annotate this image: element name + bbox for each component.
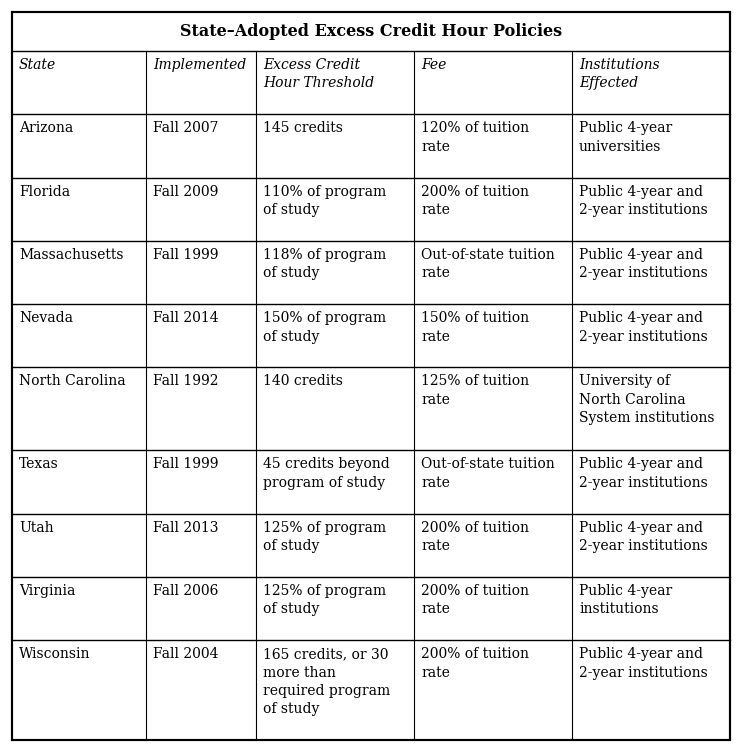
Text: Fall 1999: Fall 1999 — [153, 248, 219, 262]
Text: Institutions
Effected: Institutions Effected — [579, 58, 660, 90]
Text: Florida: Florida — [19, 184, 70, 199]
Text: North Carolina: North Carolina — [19, 374, 125, 389]
Text: Implemented: Implemented — [153, 58, 246, 72]
Text: Public 4-year and
2-year institutions: Public 4-year and 2-year institutions — [579, 520, 708, 553]
Text: Fall 2009: Fall 2009 — [153, 184, 218, 199]
Text: Massachusetts: Massachusetts — [19, 248, 123, 262]
Text: Public 4-year
universities: Public 4-year universities — [579, 121, 672, 153]
Text: Virginia: Virginia — [19, 584, 76, 598]
Text: Excess Credit
Hour Threshold: Excess Credit Hour Threshold — [263, 58, 374, 90]
Text: Public 4-year and
2-year institutions: Public 4-year and 2-year institutions — [579, 457, 708, 490]
Text: 118% of program
of study: 118% of program of study — [263, 248, 387, 280]
Text: Public 4-year and
2-year institutions: Public 4-year and 2-year institutions — [579, 248, 708, 280]
Text: Fall 2013: Fall 2013 — [153, 520, 219, 535]
Text: 145 credits: 145 credits — [263, 121, 343, 135]
Text: Public 4-year and
2-year institutions: Public 4-year and 2-year institutions — [579, 311, 708, 344]
Text: State–Adopted Excess Credit Hour Policies: State–Adopted Excess Credit Hour Policie… — [180, 23, 562, 40]
Text: University of
North Carolina
System institutions: University of North Carolina System inst… — [579, 374, 715, 426]
Text: Out-of-state tuition
rate: Out-of-state tuition rate — [421, 457, 555, 490]
Text: Fall 2004: Fall 2004 — [153, 647, 219, 661]
Text: 125% of program
of study: 125% of program of study — [263, 584, 387, 617]
Text: Public 4-year
institutions: Public 4-year institutions — [579, 584, 672, 617]
Text: Arizona: Arizona — [19, 121, 73, 135]
Text: 110% of program
of study: 110% of program of study — [263, 184, 387, 217]
Text: 140 credits: 140 credits — [263, 374, 343, 389]
Text: State: State — [19, 58, 56, 72]
Text: Fall 2014: Fall 2014 — [153, 311, 219, 325]
Text: Fall 1992: Fall 1992 — [153, 374, 219, 389]
Text: 150% of program
of study: 150% of program of study — [263, 311, 387, 344]
Text: Texas: Texas — [19, 457, 59, 472]
Text: Fall 2007: Fall 2007 — [153, 121, 219, 135]
Text: 125% of program
of study: 125% of program of study — [263, 520, 387, 553]
Text: Wisconsin: Wisconsin — [19, 647, 91, 661]
Text: Fall 1999: Fall 1999 — [153, 457, 219, 472]
Text: 120% of tuition
rate: 120% of tuition rate — [421, 121, 529, 153]
Text: Fall 2006: Fall 2006 — [153, 584, 218, 598]
Text: 200% of tuition
rate: 200% of tuition rate — [421, 584, 529, 617]
Text: 200% of tuition
rate: 200% of tuition rate — [421, 520, 529, 553]
Text: Utah: Utah — [19, 520, 53, 535]
Text: Public 4-year and
2-year institutions: Public 4-year and 2-year institutions — [579, 647, 708, 680]
Text: 200% of tuition
rate: 200% of tuition rate — [421, 184, 529, 217]
Text: 150% of tuition
rate: 150% of tuition rate — [421, 311, 529, 344]
Text: 125% of tuition
rate: 125% of tuition rate — [421, 374, 529, 407]
Text: 45 credits beyond
program of study: 45 credits beyond program of study — [263, 457, 390, 490]
Text: Fee: Fee — [421, 58, 447, 72]
Text: 165 credits, or 30
more than
required program
of study: 165 credits, or 30 more than required pr… — [263, 647, 390, 717]
Text: Out-of-state tuition
rate: Out-of-state tuition rate — [421, 248, 555, 280]
Text: Nevada: Nevada — [19, 311, 73, 325]
Text: 200% of tuition
rate: 200% of tuition rate — [421, 647, 529, 680]
Text: Public 4-year and
2-year institutions: Public 4-year and 2-year institutions — [579, 184, 708, 217]
